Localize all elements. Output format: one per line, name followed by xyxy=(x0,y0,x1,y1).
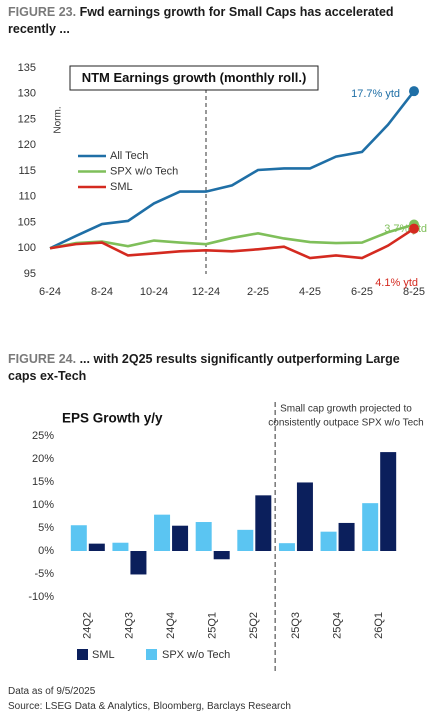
legend-swatch xyxy=(146,649,157,660)
y-tick-label: 105 xyxy=(18,216,36,228)
annotation: 4.1% ytd xyxy=(375,277,418,289)
bar xyxy=(237,529,254,551)
figure-label: FIGURE 23. xyxy=(8,5,77,19)
series-line xyxy=(49,223,415,250)
source-note: Source: LSEG Data & Analytics, Bloomberg… xyxy=(8,701,291,712)
annotation: Small cap growth projected to xyxy=(280,404,412,415)
y-tick-label: 20% xyxy=(32,453,54,465)
bar xyxy=(112,542,129,551)
x-tick-label: 6-24 xyxy=(39,286,61,298)
figure-title: ... with 2Q25 results significantly outp… xyxy=(8,352,400,383)
x-tick-label: 24Q3 xyxy=(123,612,135,639)
bar xyxy=(130,551,147,575)
figure-label: FIGURE 24. xyxy=(8,352,77,366)
x-tick-label: 2-25 xyxy=(247,286,269,298)
legend-label: SPX w/o Tech xyxy=(110,165,178,177)
bar xyxy=(172,525,189,551)
x-tick-label: 26Q1 xyxy=(373,612,385,639)
plot-title-box xyxy=(69,65,319,91)
legend-label: SML xyxy=(110,181,133,193)
charts: 95 100 105 110 115 120 125 130 135 Norm. 6-24 8-24 1… xyxy=(18,62,427,672)
y-tick-label: 15% xyxy=(32,476,54,488)
annotation: consistently outpace SPX w/o Tech xyxy=(268,418,423,429)
y-tick-label: 10% xyxy=(32,499,54,511)
y-tick-label: 130 xyxy=(18,88,36,100)
x-tick-label: 8-25 xyxy=(403,286,425,298)
legend-swatch xyxy=(77,649,88,660)
bar xyxy=(195,522,212,551)
y-tick-label: 100 xyxy=(18,242,36,254)
bar xyxy=(338,522,355,551)
x-tick-label: 12-24 xyxy=(192,286,220,298)
plot-title: EPS Growth y/y xyxy=(62,411,163,426)
y-tick-label: 120 xyxy=(18,139,36,151)
legend-label: SML xyxy=(92,649,115,661)
bar xyxy=(320,531,337,551)
y-axis-label: Norm. xyxy=(53,106,64,133)
x-tick-label: 25Q4 xyxy=(331,612,343,639)
y-tick-label: -10% xyxy=(28,591,54,603)
y-tick-label: 0% xyxy=(38,545,54,557)
x-tick-label: 10-24 xyxy=(140,286,168,298)
y-tick-label: 110 xyxy=(18,191,36,203)
x-tick-label: 25Q1 xyxy=(207,612,219,639)
bar xyxy=(154,514,171,551)
y-tick-label: 25% xyxy=(32,430,54,442)
plot-title: NTM Earnings growth (monthly roll.) xyxy=(82,70,307,85)
bar xyxy=(278,543,295,551)
figure-heading: FIGURE 23. Fwd earnings growth for Small… xyxy=(8,4,428,38)
bar xyxy=(70,525,87,551)
y-tick-label: 125 xyxy=(18,113,36,125)
y-tick-label: 115 xyxy=(18,165,36,177)
x-tick-label: 6-25 xyxy=(351,286,373,298)
bar xyxy=(380,452,397,551)
annotation: 17.7% ytd xyxy=(351,88,400,100)
x-tick-label: 25Q3 xyxy=(290,612,302,639)
series-line xyxy=(49,90,416,250)
figure-title: Fwd earnings growth for Small Caps has a… xyxy=(8,5,394,36)
bar xyxy=(213,551,230,560)
date-note: Data as of 9/5/2025 xyxy=(8,686,96,697)
bar xyxy=(255,495,272,551)
end-marker xyxy=(409,86,419,97)
x-tick-label: 8-24 xyxy=(91,286,113,298)
legend-label: All Tech xyxy=(110,150,148,162)
x-tick-label: 4-25 xyxy=(299,286,321,298)
figure-heading: FIGURE 24. ... with 2Q25 results signifi… xyxy=(8,351,428,385)
series-line xyxy=(49,227,415,260)
end-marker xyxy=(409,223,419,234)
bar xyxy=(296,482,313,551)
x-tick-label: 25Q2 xyxy=(248,612,260,639)
y-tick-label: 5% xyxy=(38,522,54,534)
y-tick-label: 95 xyxy=(24,268,36,280)
x-tick-label: 24Q4 xyxy=(165,612,177,639)
bar xyxy=(88,543,105,551)
legend-label: SPX w/o Tech xyxy=(162,649,230,661)
bar xyxy=(362,503,379,551)
y-tick-label: 135 xyxy=(18,62,36,74)
x-tick-label: 24Q2 xyxy=(82,612,94,639)
y-tick-label: -5% xyxy=(34,568,54,580)
